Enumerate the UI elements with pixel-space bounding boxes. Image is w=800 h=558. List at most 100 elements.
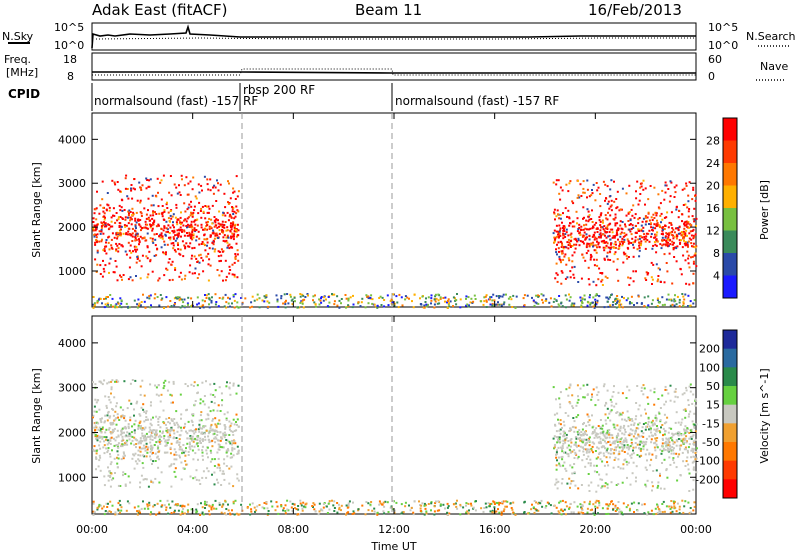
echo-cell: [152, 214, 155, 217]
echo-cell: [679, 448, 681, 451]
echo-cell: [598, 236, 601, 239]
echo-cell: [232, 433, 235, 436]
echo-cell: [583, 438, 586, 441]
echo-cell: [666, 211, 669, 214]
colorbar-swatch: [723, 348, 737, 368]
echo-cell: [643, 233, 646, 236]
echo-cell: [425, 305, 428, 308]
echo-cell: [198, 261, 201, 264]
echo-cell: [360, 301, 363, 304]
echo-cell: [217, 189, 220, 192]
echo-cell: [114, 410, 117, 413]
echo-cell: [201, 439, 204, 441]
echo-cell: [667, 236, 670, 239]
echo-cell: [212, 239, 215, 242]
echo-cell: [138, 440, 141, 443]
echo-cell: [419, 507, 422, 510]
echo-cell: [663, 216, 666, 219]
echo-cell: [204, 227, 206, 230]
echo-cell: [100, 381, 103, 384]
echo-cell: [637, 203, 640, 206]
echo-cell: [92, 306, 95, 309]
echo-cell: [150, 444, 153, 447]
echo-cell: [559, 240, 562, 243]
echo-cell: [165, 506, 168, 509]
echo-cell: [592, 451, 594, 454]
echo-cell: [258, 504, 261, 506]
echo-cell: [567, 455, 570, 458]
echo-cell: [94, 243, 97, 246]
echo-cell: [578, 429, 581, 432]
echo-cell: [666, 233, 669, 235]
echo-cell: [174, 451, 177, 454]
echo-cell: [180, 426, 182, 429]
echo-cell: [656, 231, 659, 234]
echo-cell: [151, 463, 153, 465]
colorbar-swatch: [723, 275, 737, 299]
echo-cell: [214, 234, 217, 237]
echo-cell: [109, 257, 112, 260]
echo-cell: [149, 214, 152, 217]
echo-cell: [250, 510, 253, 513]
echo-cell: [115, 444, 118, 447]
echo-cell: [333, 510, 336, 512]
echo-cell: [103, 421, 106, 424]
echo-cell: [686, 241, 689, 244]
echo-cell: [650, 509, 653, 512]
echo-cell: [179, 223, 182, 226]
echo-cell: [561, 450, 564, 453]
echo-cell: [628, 184, 631, 187]
echo-cell: [154, 460, 157, 462]
echo-cell: [663, 422, 666, 425]
echo-cell: [425, 303, 428, 306]
echo-cell: [123, 443, 126, 446]
echo-cell: [692, 186, 695, 189]
echo-cell: [125, 302, 128, 305]
echo-cell: [570, 441, 573, 444]
echo-cell: [116, 445, 119, 448]
echo-cell: [621, 411, 624, 414]
echo-cell: [181, 240, 184, 243]
echo-cell: [188, 245, 191, 248]
echo-cell: [151, 217, 154, 220]
echo-cell: [124, 218, 127, 221]
echo-cell: [504, 505, 507, 508]
echo-cell: [92, 448, 95, 451]
echo-cell: [632, 243, 634, 246]
echo-cell: [616, 298, 619, 301]
echo-cell: [138, 459, 141, 462]
echo-cell: [633, 216, 636, 219]
echo-cell: [94, 422, 97, 425]
echo-cell: [607, 464, 610, 467]
echo-cell: [635, 402, 638, 404]
echo-cell: [531, 296, 533, 299]
echo-cell: [639, 449, 642, 452]
echo-cell: [210, 301, 213, 304]
echo-cell: [213, 216, 216, 218]
echo-cell: [577, 194, 580, 197]
echo-cell: [620, 303, 623, 306]
echo-cell: [114, 439, 117, 442]
echo-cell: [634, 442, 637, 444]
echo-cell: [116, 444, 119, 446]
echo-cell: [571, 394, 574, 397]
echo-cell: [555, 230, 558, 233]
echo-cell: [687, 240, 690, 243]
echo-cell: [585, 451, 588, 454]
echo-cell: [233, 299, 236, 302]
echo-cell: [676, 479, 679, 482]
echo-cell: [179, 226, 182, 229]
echo-cell: [662, 243, 665, 246]
echo-cell: [175, 203, 178, 206]
echo-cell: [171, 500, 174, 503]
echo-cell: [235, 392, 238, 395]
echo-cell: [568, 299, 571, 302]
echo-cell: [588, 296, 591, 299]
echo-cell: [353, 512, 356, 515]
echo-cell: [178, 444, 181, 446]
echo-cell: [128, 306, 131, 309]
echo-cell: [619, 224, 622, 227]
echo-cell: [102, 505, 105, 508]
echo-cell: [592, 183, 595, 186]
echo-cell: [689, 230, 692, 233]
